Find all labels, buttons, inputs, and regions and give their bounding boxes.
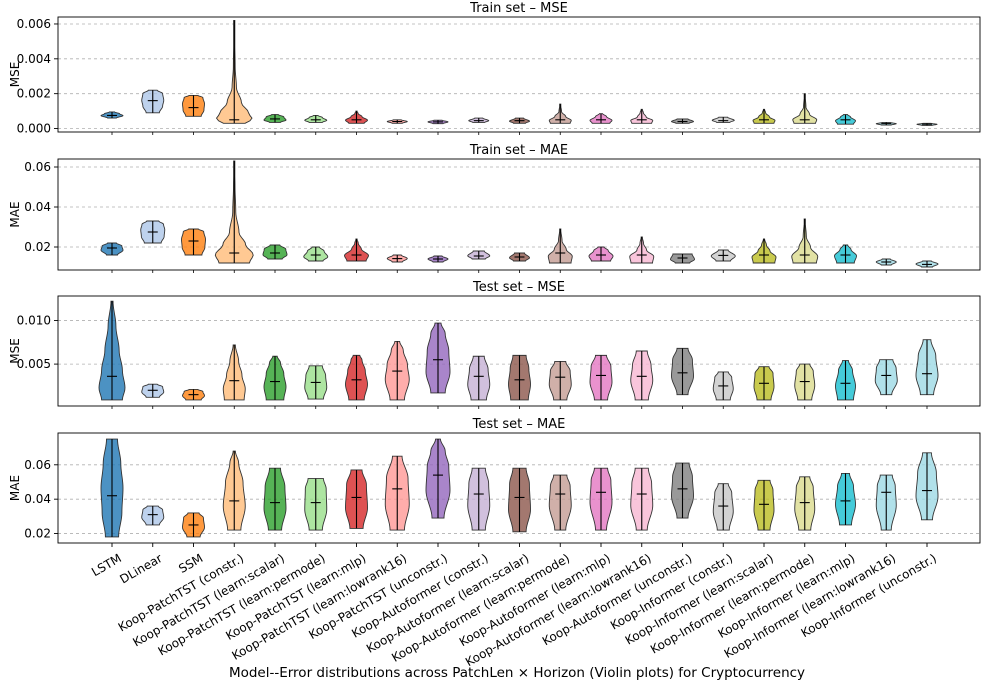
axes-frame xyxy=(57,158,981,271)
axes-frame xyxy=(57,295,981,407)
y-tick-label: 0.002 xyxy=(17,87,51,101)
y-tick-label: 0.06 xyxy=(24,160,51,174)
y-axis-label: MSE xyxy=(8,338,22,364)
y-tick-label: 0.010 xyxy=(17,313,51,327)
y-tick-label: 0.06 xyxy=(24,458,51,472)
axes-frame xyxy=(57,16,981,133)
panel-3: 0.005 0.010 Test set – MSE MSE xyxy=(8,280,981,409)
panel-4: 0.02 0.04 0.06 Test set – MAE MAE xyxy=(8,417,981,547)
panel-1: 0.000 0.002 0.004 0.006 Train set – MSE MSE xyxy=(8,1,981,136)
y-tick-label: 0.04 xyxy=(24,200,51,214)
y-tick-label: 0.02 xyxy=(24,527,51,541)
panel-title: Train set – MAE xyxy=(469,143,568,158)
y-tick-label: 0.004 xyxy=(17,52,51,66)
y-axis-label: MAE xyxy=(8,475,22,501)
y-tick-label: 0.04 xyxy=(24,492,51,506)
figure-xlabel: Model--Error distributions across PatchL… xyxy=(229,665,805,681)
panel-title: Test set – MAE xyxy=(472,417,566,432)
y-axis-label: MSE xyxy=(8,62,22,88)
panel-title: Train set – MSE xyxy=(469,1,568,16)
category-label: DLinear xyxy=(117,551,164,586)
y-tick-label: 0.000 xyxy=(17,122,51,136)
y-axis-label: MAE xyxy=(8,201,22,227)
y-tick-label: 0.006 xyxy=(17,17,51,31)
y-tick-label: 0.005 xyxy=(17,357,51,371)
panel-2: 0.02 0.04 0.06 Train set – MAE MAE xyxy=(8,143,981,273)
axes-frame xyxy=(57,432,981,544)
panel-title: Test set – MSE xyxy=(472,280,565,295)
y-tick-label: 0.02 xyxy=(24,240,51,254)
